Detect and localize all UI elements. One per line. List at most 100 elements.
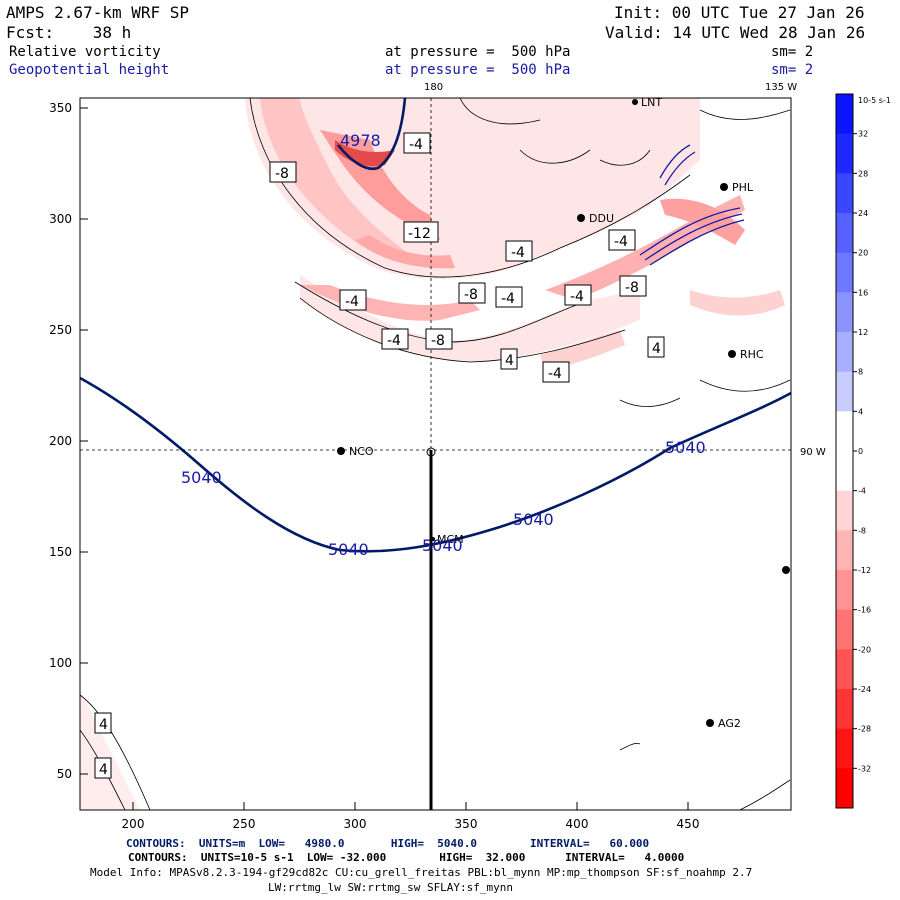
colorbar-label: -24 bbox=[858, 685, 871, 694]
vort-label: -4 bbox=[548, 366, 562, 382]
station-label: LNT bbox=[641, 96, 662, 109]
vorticity-shading bbox=[540, 330, 625, 370]
station-marker bbox=[337, 447, 345, 455]
colorbar-segment bbox=[836, 411, 853, 452]
station-marker bbox=[632, 99, 638, 105]
vorticity-shading bbox=[355, 235, 455, 269]
vort-label: 4 bbox=[99, 762, 108, 778]
contour-line bbox=[639, 207, 741, 256]
height-contour-4978 bbox=[336, 98, 407, 171]
colorbar-label: -20 bbox=[858, 645, 871, 654]
vorticity-shading bbox=[260, 98, 420, 262]
y-tick-label: 350 bbox=[49, 101, 72, 115]
vort-label: -4 bbox=[345, 294, 359, 310]
colorbar-labels: 32 28 24 20 16 12 8 4 0 -4 -8 -12 -16 -20 -24 -28 -32 bbox=[853, 130, 871, 773]
contour-line bbox=[619, 742, 641, 751]
colorbar-segment bbox=[836, 173, 853, 214]
station-marker bbox=[431, 537, 435, 541]
vorticity-shading bbox=[660, 198, 745, 245]
colorbar-segment bbox=[836, 689, 853, 730]
field1-smoothing: sm= 2 bbox=[771, 44, 814, 60]
station-marker bbox=[728, 350, 736, 358]
contour-line bbox=[599, 149, 651, 166]
x-tick-label: 250 bbox=[233, 817, 256, 831]
vort-label-box: -8 bbox=[619, 275, 647, 297]
colorbar-segment bbox=[836, 570, 853, 611]
vort-label: -4 bbox=[511, 245, 525, 261]
contours-info-height: CONTOURS: UNITS=m LOW= 4980.0 HIGH= 5040… bbox=[126, 837, 650, 850]
y-tick-labels: 350 300 250 200 150 100 50 bbox=[49, 101, 72, 781]
axis-ticks bbox=[80, 107, 689, 810]
colorbar-label: -4 bbox=[858, 487, 866, 496]
vort-label-box: -8 bbox=[458, 282, 486, 304]
vort-label-box: 4 bbox=[500, 348, 518, 370]
colorbar-label: -8 bbox=[858, 526, 866, 535]
station-label: MCM bbox=[437, 533, 464, 546]
plot-frame bbox=[79, 97, 792, 811]
y-tick-label: 150 bbox=[49, 545, 72, 559]
model-info: Model Info: MPASv8.2.3-194-gf29cd82c CU:… bbox=[90, 866, 753, 879]
vort-label: -4 bbox=[387, 333, 401, 349]
vort-label: 4 bbox=[505, 353, 514, 369]
vort-label-box: -4 bbox=[403, 132, 431, 154]
height-label: 5040 bbox=[513, 510, 554, 529]
colorbar-unit: 10-5 s-1 bbox=[858, 96, 891, 105]
contour-line bbox=[519, 149, 591, 164]
height-label: 5040 bbox=[181, 468, 222, 487]
vort-label-box: 4 bbox=[94, 712, 112, 734]
vort-label: -12 bbox=[408, 226, 431, 242]
contour-line bbox=[619, 397, 681, 407]
vort-label: -8 bbox=[625, 280, 639, 296]
colorbar-label: 0 bbox=[858, 447, 863, 456]
height-contour-5040 bbox=[80, 376, 791, 553]
vorticity-shading bbox=[690, 290, 785, 316]
x-tick-labels: 200 250 300 350 400 450 bbox=[122, 817, 700, 831]
vorticity-labels: -4 -8 -12 -4 -8 -4 -4 -8 -4 -8 4 4 -4 -4… bbox=[94, 132, 665, 779]
height-label: 5040 bbox=[665, 438, 706, 457]
colorbar-label: 24 bbox=[858, 209, 868, 218]
colorbar-label: 4 bbox=[858, 407, 863, 416]
longitude-labels: 180 135 W 90 W bbox=[424, 82, 826, 458]
contour-line bbox=[249, 98, 691, 278]
station-marker bbox=[706, 719, 714, 727]
colorbar-segment bbox=[836, 649, 853, 690]
y-tick-label: 200 bbox=[49, 434, 72, 448]
station-label: NCO bbox=[349, 445, 374, 458]
y-tick-label: 250 bbox=[49, 323, 72, 337]
colorbar-segment bbox=[836, 609, 853, 650]
station-label: AG2 bbox=[718, 717, 741, 730]
stations: NCO MCM RHC AG2 DDU LNT PHL bbox=[337, 96, 790, 730]
colorbar-segment bbox=[836, 728, 853, 769]
vort-label-box: 4 bbox=[647, 336, 665, 358]
colorbar-label: 8 bbox=[858, 368, 863, 377]
model-info-radiation: LW:rrtmg_lw SW:rrtmg_sw SFLAY:sf_mynn bbox=[268, 881, 514, 894]
x-tick-label: 450 bbox=[677, 817, 700, 831]
vort-label-box: -12 bbox=[403, 221, 439, 243]
colorbar-label: -16 bbox=[858, 606, 871, 615]
vort-label-box: -4 bbox=[381, 328, 409, 350]
vort-label-box: -8 bbox=[269, 161, 297, 183]
vort-label-box: -4 bbox=[608, 229, 636, 251]
vort-label-box: -4 bbox=[505, 240, 533, 262]
contour-line bbox=[299, 297, 626, 363]
colorbar-segment bbox=[836, 252, 853, 293]
height-label: 5040 bbox=[328, 540, 369, 559]
height-label: 4978 bbox=[340, 131, 381, 150]
vort-label: -8 bbox=[275, 166, 289, 182]
y-tick-label: 50 bbox=[57, 767, 72, 781]
colorbar-label: -12 bbox=[858, 566, 871, 575]
contour-line bbox=[644, 213, 743, 261]
field1-level: at pressure = 500 hPa bbox=[385, 44, 571, 60]
colorbar-segment bbox=[836, 133, 853, 174]
colorbar-segment bbox=[836, 213, 853, 254]
lon-label-90w: 90 W bbox=[800, 447, 826, 458]
height-label: 5040 bbox=[422, 536, 463, 555]
colorbar-label: -32 bbox=[858, 764, 871, 773]
vort-label: -4 bbox=[570, 289, 584, 305]
contour-line bbox=[739, 779, 791, 810]
station-label: PHL bbox=[732, 181, 754, 194]
vort-label: -4 bbox=[409, 137, 423, 153]
station-label: RHC bbox=[740, 348, 764, 361]
colorbar bbox=[836, 94, 853, 809]
station-marker bbox=[720, 183, 728, 191]
